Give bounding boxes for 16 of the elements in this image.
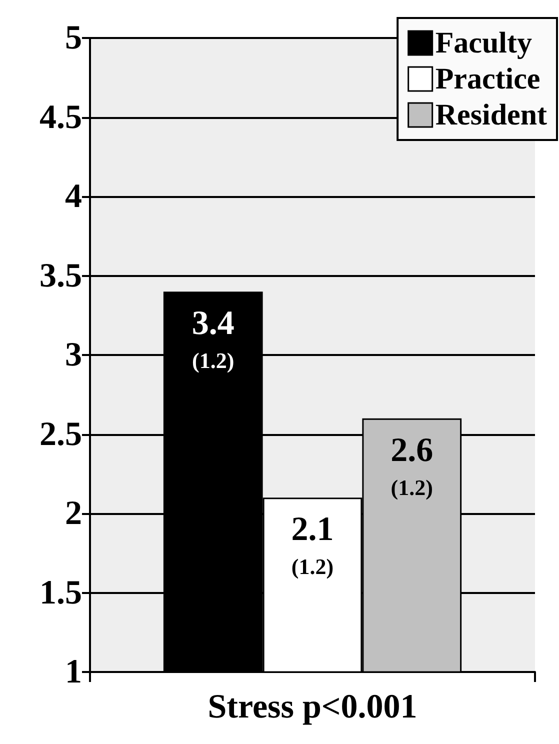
- legend-label: Practice: [435, 62, 540, 96]
- y-tick-label: 3: [65, 336, 82, 374]
- legend-label: Faculty: [435, 26, 532, 60]
- y-tick-label: 3.5: [40, 257, 82, 294]
- y-tick-label: 1.5: [40, 574, 82, 612]
- x-tick-label: Stress p<0.001: [208, 688, 418, 726]
- y-tick-label: 2.5: [40, 416, 82, 453]
- data-label: 2.1 (1.2): [291, 511, 334, 580]
- y-tick-label: 4.5: [40, 98, 82, 136]
- data-label: 2.6 (1.2): [390, 432, 434, 500]
- y-tick-label: 2: [65, 495, 82, 532]
- legend-label: Resident: [435, 98, 548, 132]
- y-tick-label: 1: [65, 654, 82, 690]
- y-tick-label: 4: [65, 178, 82, 215]
- y-tick-label: 5: [65, 20, 82, 56]
- data-label: 3.4 (1.2): [192, 305, 234, 374]
